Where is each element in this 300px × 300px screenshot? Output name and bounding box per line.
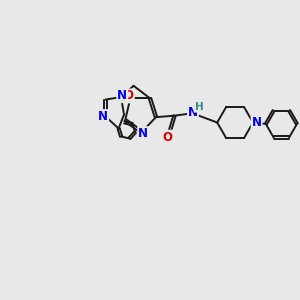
Text: N: N bbox=[252, 116, 262, 129]
Text: O: O bbox=[163, 131, 172, 144]
Text: O: O bbox=[124, 89, 134, 103]
Text: N: N bbox=[138, 127, 148, 140]
Text: N: N bbox=[98, 110, 108, 123]
Text: H: H bbox=[195, 102, 203, 112]
Text: N: N bbox=[117, 89, 127, 102]
Text: N: N bbox=[188, 106, 198, 119]
